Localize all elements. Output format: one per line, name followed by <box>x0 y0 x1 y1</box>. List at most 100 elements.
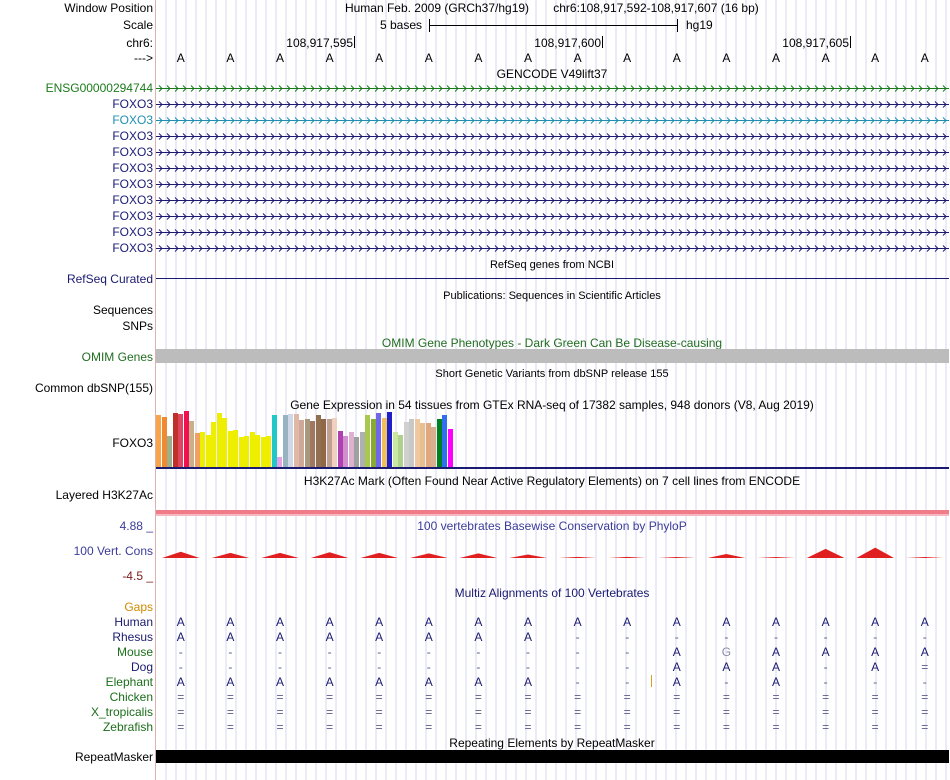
gencode-transcript-feature[interactable] <box>156 243 949 254</box>
h3k27ac-track-label[interactable]: Layered H3K27Ac <box>55 488 153 502</box>
gtex-tissue-bar[interactable] <box>398 435 403 467</box>
gtex-tissue-bar[interactable] <box>387 412 392 467</box>
gtex-tissue-bar[interactable] <box>442 415 447 467</box>
conservation-plot[interactable] <box>156 540 949 560</box>
gencode-transcript-feature[interactable] <box>156 227 949 238</box>
gtex-track-title[interactable]: Gene Expression in 54 tissues from GTEx … <box>290 398 814 412</box>
gtex-tissue-bar[interactable] <box>414 419 420 467</box>
gtex-tissue-bar[interactable] <box>178 414 183 467</box>
conservation-score-mark[interactable] <box>211 552 250 558</box>
gtex-tissue-bar[interactable] <box>348 432 354 467</box>
gencode-transcript-feature[interactable] <box>156 147 949 158</box>
species-label[interactable]: X_tropicalis <box>90 705 153 719</box>
gtex-tissue-bar[interactable] <box>343 436 348 467</box>
gencode-transcript-feature[interactable] <box>156 131 949 142</box>
conservation-score-mark[interactable] <box>906 557 944 558</box>
gtex-tissue-bar[interactable] <box>425 423 431 467</box>
gtex-tissue-bar[interactable] <box>200 432 205 467</box>
omim-track-title[interactable]: OMIM Gene Phenotypes - Dark Green Can Be… <box>381 336 723 350</box>
multiz-track-title[interactable]: Multiz Alignments of 100 Vertebrates <box>454 586 650 600</box>
gencode-transcript-label[interactable]: FOXO3 <box>112 225 153 239</box>
refseq-track-title[interactable]: RefSeq genes from NCBI <box>489 259 615 271</box>
multiz-gaps-label[interactable]: Gaps <box>124 600 153 614</box>
publications-label-sequences[interactable]: Sequences <box>92 303 153 317</box>
conservation-score-mark[interactable] <box>310 552 349 558</box>
conservation-score-mark[interactable] <box>856 547 894 558</box>
gtex-tissue-bar[interactable] <box>332 418 337 467</box>
conservation-score-mark[interactable] <box>162 551 200 558</box>
gtex-tissue-bar[interactable] <box>370 419 376 467</box>
gtex-tissue-bar[interactable] <box>271 415 277 467</box>
gtex-tissue-bar[interactable] <box>222 418 227 467</box>
gencode-transcript-label[interactable]: FOXO3 <box>112 161 153 175</box>
gencode-transcript-label[interactable]: FOXO3 <box>112 129 153 143</box>
gtex-tissue-bar[interactable] <box>216 413 222 467</box>
gtex-tissue-bar[interactable] <box>156 415 161 467</box>
gencode-transcript-feature[interactable] <box>156 83 949 94</box>
gtex-tissue-bar[interactable] <box>167 436 172 467</box>
gtex-tissue-bar[interactable] <box>233 430 238 467</box>
species-label[interactable]: Rhesus <box>112 630 153 644</box>
gencode-transcript-label[interactable]: FOXO3 <box>112 193 153 207</box>
h3k27ac-signal-band[interactable] <box>156 510 949 514</box>
gtex-tissue-bar[interactable] <box>321 419 326 467</box>
gtex-tissue-bar[interactable] <box>194 433 200 467</box>
gtex-tissue-bar[interactable] <box>299 420 304 467</box>
conservation-score-mark[interactable] <box>360 552 398 558</box>
conservation-track-label[interactable]: 100 Vert. Cons <box>73 544 153 558</box>
publications-label-snps[interactable]: SNPs <box>122 319 153 333</box>
gtex-tissue-bar[interactable] <box>420 423 425 467</box>
gtex-tissue-bar[interactable] <box>403 422 409 467</box>
conservation-score-mark[interactable] <box>410 553 448 558</box>
gtex-tissue-bar[interactable] <box>255 435 260 467</box>
gtex-track-label[interactable]: FOXO3 <box>112 436 153 450</box>
gencode-transcript-feature[interactable] <box>156 211 949 222</box>
gtex-tissue-bar[interactable] <box>365 415 370 467</box>
species-label[interactable]: Mouse <box>116 645 153 659</box>
gencode-transcript-label[interactable]: FOXO3 <box>112 241 153 255</box>
repeatmasker-feature-bar[interactable] <box>156 750 949 763</box>
conservation-score-mark[interactable] <box>658 557 696 558</box>
gencode-track-title[interactable]: GENCODE V49lift37 <box>496 67 608 81</box>
conservation-score-mark[interactable] <box>558 556 597 558</box>
gtex-tissue-bar[interactable] <box>436 419 442 467</box>
species-label[interactable]: Chicken <box>109 690 153 704</box>
omim-track-label[interactable]: OMIM Genes <box>81 350 153 364</box>
gtex-tissue-bar[interactable] <box>172 413 178 467</box>
species-label[interactable]: Dog <box>130 660 153 674</box>
gtex-tissue-bar[interactable] <box>326 419 332 467</box>
gtex-tissue-bar[interactable] <box>266 436 271 467</box>
conservation-score-mark[interactable] <box>608 556 646 558</box>
gtex-tissue-bar[interactable] <box>310 421 315 467</box>
gtex-tissue-bar[interactable] <box>161 417 167 467</box>
gtex-tissue-bar[interactable] <box>288 414 293 467</box>
gtex-tissue-bar[interactable] <box>244 436 249 467</box>
gtex-tissue-bar[interactable] <box>293 414 299 467</box>
gtex-tissue-bar[interactable] <box>431 427 436 467</box>
gencode-transcript-feature[interactable] <box>156 179 949 190</box>
dbsnp-track-title[interactable]: Short Genetic Variants from dbSNP releas… <box>435 368 669 380</box>
gtex-tissue-bar[interactable] <box>392 432 398 467</box>
gtex-tissue-bar[interactable] <box>304 419 310 467</box>
gtex-tissue-bar[interactable] <box>205 435 211 467</box>
gtex-tissue-bar[interactable] <box>376 413 381 467</box>
conservation-track-title[interactable]: 100 vertebrates Basewise Conservation by… <box>417 519 687 533</box>
gencode-transcript-feature[interactable] <box>156 163 949 174</box>
conservation-score-mark[interactable] <box>261 552 299 558</box>
gtex-tissue-bar[interactable] <box>183 411 189 467</box>
gtex-tissue-bar[interactable] <box>189 421 194 467</box>
gtex-tissue-bar[interactable] <box>337 431 343 467</box>
gtex-tissue-bar[interactable] <box>354 437 359 467</box>
gtex-tissue-bar[interactable] <box>381 418 387 467</box>
conservation-score-mark[interactable] <box>459 553 498 558</box>
gencode-transcript-feature[interactable] <box>156 99 949 110</box>
repeatmasker-track-title[interactable]: Repeating Elements by RepeatMasker <box>449 736 655 750</box>
h3k27ac-track-title[interactable]: H3K27Ac Mark (Often Found Near Active Re… <box>303 474 801 488</box>
gtex-tissue-bar[interactable] <box>447 429 453 467</box>
gtex-tissue-bar[interactable] <box>260 437 266 467</box>
gencode-transcript-label[interactable]: FOXO3 <box>112 177 153 191</box>
gencode-transcript-label[interactable]: FOXO3 <box>112 145 153 159</box>
publications-track-title[interactable]: Publications: Sequences in Scientific Ar… <box>443 290 661 302</box>
repeatmasker-track-label[interactable]: RepeatMasker <box>74 750 153 764</box>
conservation-score-mark[interactable] <box>707 553 746 558</box>
